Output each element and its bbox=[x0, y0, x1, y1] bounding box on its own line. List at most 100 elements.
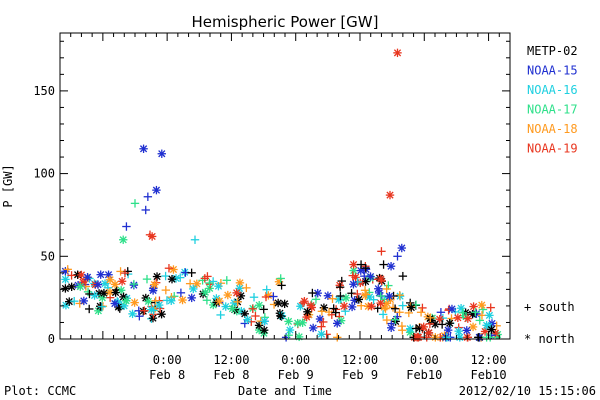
chart-title: Hemispheric Power [GW] bbox=[192, 13, 379, 31]
data-point bbox=[85, 304, 94, 314]
data-point bbox=[437, 320, 447, 329]
data-point bbox=[397, 321, 407, 331]
legend: METP-02 NOAA-15 NOAA-16 NOAA-17 NOAA-18 NOAA-… bbox=[527, 44, 578, 156]
data-point bbox=[385, 190, 395, 200]
data-point bbox=[456, 304, 466, 313]
data-point bbox=[128, 309, 137, 319]
data-point bbox=[142, 274, 152, 284]
footer-timestamp: 2012/02/10 15:15:06 bbox=[459, 384, 596, 398]
data-point bbox=[447, 304, 457, 314]
data-point bbox=[463, 314, 473, 323]
data-point bbox=[442, 333, 451, 342]
legend-entry: METP-02 bbox=[527, 44, 578, 58]
data-point bbox=[111, 288, 120, 297]
data-point bbox=[390, 304, 400, 313]
data-point bbox=[150, 280, 159, 289]
y-axis: 0 50 100 150 bbox=[33, 40, 510, 346]
x-tick-label-date: Feb10 bbox=[406, 368, 442, 382]
data-point bbox=[362, 290, 371, 299]
data-point bbox=[377, 247, 386, 256]
data-point bbox=[378, 310, 388, 319]
data-point bbox=[273, 298, 283, 308]
data-point bbox=[443, 325, 453, 335]
data-point bbox=[61, 275, 70, 284]
data-point bbox=[411, 324, 421, 333]
data-point bbox=[83, 272, 92, 282]
data-point bbox=[247, 317, 256, 326]
data-point bbox=[454, 326, 463, 336]
x-tick-label-date: Feb10 bbox=[471, 368, 507, 382]
data-point bbox=[334, 295, 343, 304]
data-point bbox=[280, 299, 289, 309]
data-point bbox=[152, 185, 161, 195]
data-point bbox=[94, 306, 103, 316]
data-point bbox=[105, 275, 115, 284]
data-point bbox=[178, 295, 187, 305]
data-point bbox=[93, 280, 103, 289]
data-point bbox=[487, 325, 496, 334]
data-point bbox=[388, 303, 398, 312]
data-point bbox=[162, 296, 172, 305]
data-point bbox=[331, 308, 340, 317]
data-point bbox=[308, 323, 318, 333]
data-point bbox=[242, 283, 251, 293]
x-tick-label-time: 12:00 bbox=[342, 353, 378, 367]
data-point bbox=[208, 277, 218, 286]
data-point bbox=[216, 310, 225, 320]
data-point bbox=[382, 315, 392, 325]
data-point bbox=[486, 303, 495, 312]
y-axis-label: P [GW] bbox=[1, 164, 15, 207]
data-point bbox=[486, 333, 495, 342]
data-point bbox=[277, 281, 286, 290]
data-point bbox=[353, 289, 362, 299]
data-point bbox=[374, 284, 383, 293]
data-point bbox=[130, 199, 140, 208]
data-point bbox=[285, 325, 295, 335]
legend-entry: NOAA-18 bbox=[527, 122, 578, 136]
data-point bbox=[361, 277, 370, 286]
data-point bbox=[251, 311, 260, 321]
data-point bbox=[243, 315, 252, 324]
data-point bbox=[381, 304, 390, 313]
data-point bbox=[223, 290, 232, 300]
y-tick-label: 0 bbox=[48, 332, 55, 346]
data-point bbox=[445, 319, 454, 328]
data-point bbox=[259, 305, 268, 314]
x-tick-label-date: Feb 8 bbox=[213, 368, 249, 382]
data-point bbox=[398, 301, 407, 310]
data-point bbox=[161, 271, 170, 281]
marker-legend-entry: + south bbox=[524, 300, 575, 314]
data-point bbox=[141, 205, 150, 215]
data-point bbox=[83, 287, 93, 297]
x-tick-label-time: 0:00 bbox=[281, 353, 310, 367]
data-point bbox=[393, 252, 402, 261]
data-point bbox=[205, 278, 214, 288]
data-point bbox=[379, 260, 388, 269]
data-point bbox=[67, 271, 76, 280]
data-point bbox=[284, 331, 293, 340]
data-point bbox=[228, 304, 237, 313]
data-point bbox=[349, 260, 358, 269]
marker-legend: + south * north bbox=[524, 300, 575, 346]
x-tick-label-date: Feb 9 bbox=[278, 368, 314, 382]
data-point bbox=[382, 284, 391, 294]
data-point bbox=[70, 296, 79, 306]
data-point bbox=[236, 291, 246, 301]
data-point bbox=[329, 304, 338, 313]
data-point bbox=[453, 313, 463, 322]
data-point bbox=[386, 262, 396, 271]
data-point bbox=[298, 298, 308, 308]
plot-frame bbox=[59, 32, 511, 340]
data-point bbox=[176, 273, 185, 282]
data-point bbox=[164, 264, 174, 273]
data-point bbox=[317, 329, 326, 339]
data-point bbox=[468, 322, 478, 332]
data-point bbox=[317, 322, 326, 331]
data-point bbox=[190, 235, 200, 244]
data-point bbox=[397, 243, 406, 253]
data-point bbox=[85, 289, 94, 299]
data-point bbox=[356, 301, 366, 310]
data-point bbox=[323, 291, 333, 300]
data-point bbox=[354, 295, 363, 304]
